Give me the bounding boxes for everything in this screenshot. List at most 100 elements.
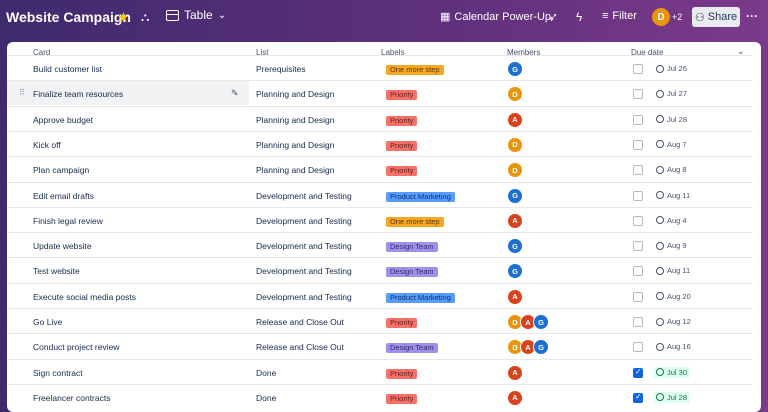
column-header-labels[interactable]: Labels <box>381 48 405 57</box>
calendar-powerup-button[interactable]: ▦ Calendar Power-Up <box>440 10 551 24</box>
label-badge[interactable]: Design Team <box>386 242 438 253</box>
due-complete-checkbox[interactable] <box>633 215 643 226</box>
due-date-badge[interactable]: Jul 28 <box>653 391 691 403</box>
due-date-badge[interactable]: Aug 9 <box>653 240 690 251</box>
member-avatar[interactable]: G <box>533 339 549 356</box>
card-name[interactable]: Finalize team resources <box>33 89 124 100</box>
table-row[interactable]: Freelancer contracts Done Priority A Jul 28 <box>7 383 753 410</box>
due-complete-checkbox[interactable] <box>633 241 643 252</box>
card-name[interactable]: Finish legal review <box>33 215 103 226</box>
due-complete-checkbox[interactable] <box>633 114 643 125</box>
card-name[interactable]: Sign contract <box>33 367 83 378</box>
table-row[interactable]: Kick off Planning and Design Priority D Aug … <box>7 130 753 157</box>
table-row[interactable]: Plan campaign Planning and Design Priority… <box>7 156 753 182</box>
member-avatar[interactable]: A <box>520 339 536 356</box>
card-name[interactable]: Kick off <box>33 139 61 150</box>
table-row[interactable]: Build customer list Prerequisites One more… <box>7 55 753 81</box>
due-complete-checkbox[interactable] <box>633 266 643 277</box>
member-avatar[interactable]: A <box>507 389 523 406</box>
view-switcher[interactable]: Table ⌄ <box>166 8 226 22</box>
column-header-card[interactable]: Card <box>33 48 51 57</box>
card-name[interactable]: Freelancer contracts <box>33 392 111 403</box>
member-avatar[interactable]: G <box>533 314 549 330</box>
column-header-list[interactable]: List <box>256 48 269 57</box>
member-avatar[interactable]: D <box>507 339 523 356</box>
lightning-icon[interactable]: ϟ <box>576 10 583 24</box>
member-avatar[interactable]: D <box>507 162 523 179</box>
member-avatar[interactable]: G <box>507 263 523 280</box>
card-name[interactable]: Test website <box>33 266 80 277</box>
member-avatar[interactable]: A <box>507 111 523 128</box>
due-complete-checkbox[interactable] <box>633 291 643 302</box>
member-avatar[interactable]: G <box>507 61 523 77</box>
member-avatar[interactable]: D <box>507 136 523 153</box>
label-badge[interactable]: One more step <box>386 216 444 227</box>
label-badge[interactable]: Priority <box>386 115 418 126</box>
due-date-badge[interactable]: Aug 11 <box>653 265 693 276</box>
table-row[interactable]: Go Live Release and Close Out Priority D A G A… <box>7 308 753 334</box>
label-badge[interactable]: Product Marketing <box>386 292 455 303</box>
avatar[interactable]: D <box>652 8 670 26</box>
due-complete-checkbox[interactable] <box>633 317 643 327</box>
label-badge[interactable]: Priority <box>386 318 418 328</box>
label-badge[interactable]: One more step <box>386 65 444 75</box>
label-badge[interactable]: Design Team <box>386 267 438 278</box>
table-row[interactable]: Sign contract Done Priority A Jul 30 <box>7 358 753 385</box>
due-date-badge[interactable]: Aug 11 <box>653 190 693 201</box>
table-row[interactable]: Approve budget Planning and Design Priorit… <box>7 105 753 132</box>
member-avatar[interactable]: A <box>507 288 523 305</box>
card-name[interactable]: Conduct project review <box>33 342 120 353</box>
star-icon[interactable]: ★ <box>117 9 130 25</box>
card-name[interactable]: Approve budget <box>33 114 94 125</box>
due-complete-checkbox[interactable] <box>633 139 643 150</box>
due-complete-checkbox[interactable] <box>633 342 643 353</box>
table-row[interactable]: Conduct project review Release and Close … <box>7 333 753 359</box>
table-row[interactable]: Edit email drafts Development and Testing… <box>7 181 753 208</box>
due-date-badge[interactable]: Aug 7 <box>653 139 690 150</box>
more-icon[interactable]: ··· <box>746 9 758 23</box>
card-name[interactable]: Edit email drafts <box>33 190 94 201</box>
pencil-icon[interactable]: ✎ <box>231 88 239 99</box>
filter-button[interactable]: ≡ Filter <box>602 10 637 22</box>
due-date-badge[interactable]: Aug 4 <box>653 215 690 226</box>
column-header-members[interactable]: Members <box>507 48 541 57</box>
table-row[interactable]: Finish legal review Development and Testi… <box>7 206 753 233</box>
member-avatar[interactable]: A <box>507 364 523 381</box>
chevron-down-icon[interactable]: ⌄ <box>737 46 745 56</box>
due-complete-checkbox[interactable] <box>633 392 643 403</box>
label-badge[interactable]: Product Marketing <box>386 191 455 202</box>
card-name[interactable]: Plan campaign <box>33 165 90 176</box>
label-badge[interactable]: Priority <box>386 166 418 177</box>
due-complete-checkbox[interactable] <box>633 165 643 176</box>
column-header-due-date[interactable]: Due date <box>631 48 664 57</box>
board-title[interactable]: Website Campaign <box>6 9 131 25</box>
extra-members-count[interactable]: +2 <box>672 12 683 22</box>
member-avatar[interactable]: D <box>507 86 523 103</box>
due-date-badge[interactable]: Aug 12 <box>653 316 694 327</box>
due-date-badge[interactable]: Jul 28 <box>653 114 690 125</box>
member-avatar[interactable]: G <box>507 187 523 204</box>
due-date-badge[interactable]: Aug 8 <box>653 164 690 175</box>
due-complete-checkbox[interactable] <box>633 89 643 100</box>
label-badge[interactable]: Priority <box>386 90 418 101</box>
due-complete-checkbox[interactable] <box>633 367 643 378</box>
table-row[interactable]: Test website Development and Testing Desig… <box>7 257 753 283</box>
rocket-icon[interactable]: ➶ <box>548 10 559 24</box>
member-avatar[interactable]: A <box>507 212 523 229</box>
card-name[interactable]: Build customer list <box>33 64 102 74</box>
due-date-badge[interactable]: Jul 26 <box>653 63 690 74</box>
table-row[interactable]: ⠿ ✎ Finalize team resources Planning and De… <box>7 80 753 106</box>
table-row[interactable]: Execute social media posts Development an… <box>7 282 753 309</box>
card-name[interactable]: Execute social media posts <box>33 291 136 302</box>
card-name[interactable]: Go Live <box>33 317 63 327</box>
share-button[interactable]: ⚇ Share <box>692 7 740 27</box>
label-badge[interactable]: Design Team <box>386 343 438 354</box>
due-complete-checkbox[interactable] <box>633 64 643 74</box>
table-row[interactable]: Update website Development and Testing Des… <box>7 232 753 258</box>
due-date-badge[interactable]: Aug 20 <box>653 291 694 302</box>
member-avatar[interactable]: G <box>507 238 523 255</box>
due-date-badge[interactable]: Jul 27 <box>653 88 690 99</box>
visibility-icon[interactable]: ⛬ <box>141 10 150 24</box>
label-badge[interactable]: Priority <box>386 368 418 379</box>
drag-handle-icon[interactable]: ⠿ <box>19 88 25 98</box>
